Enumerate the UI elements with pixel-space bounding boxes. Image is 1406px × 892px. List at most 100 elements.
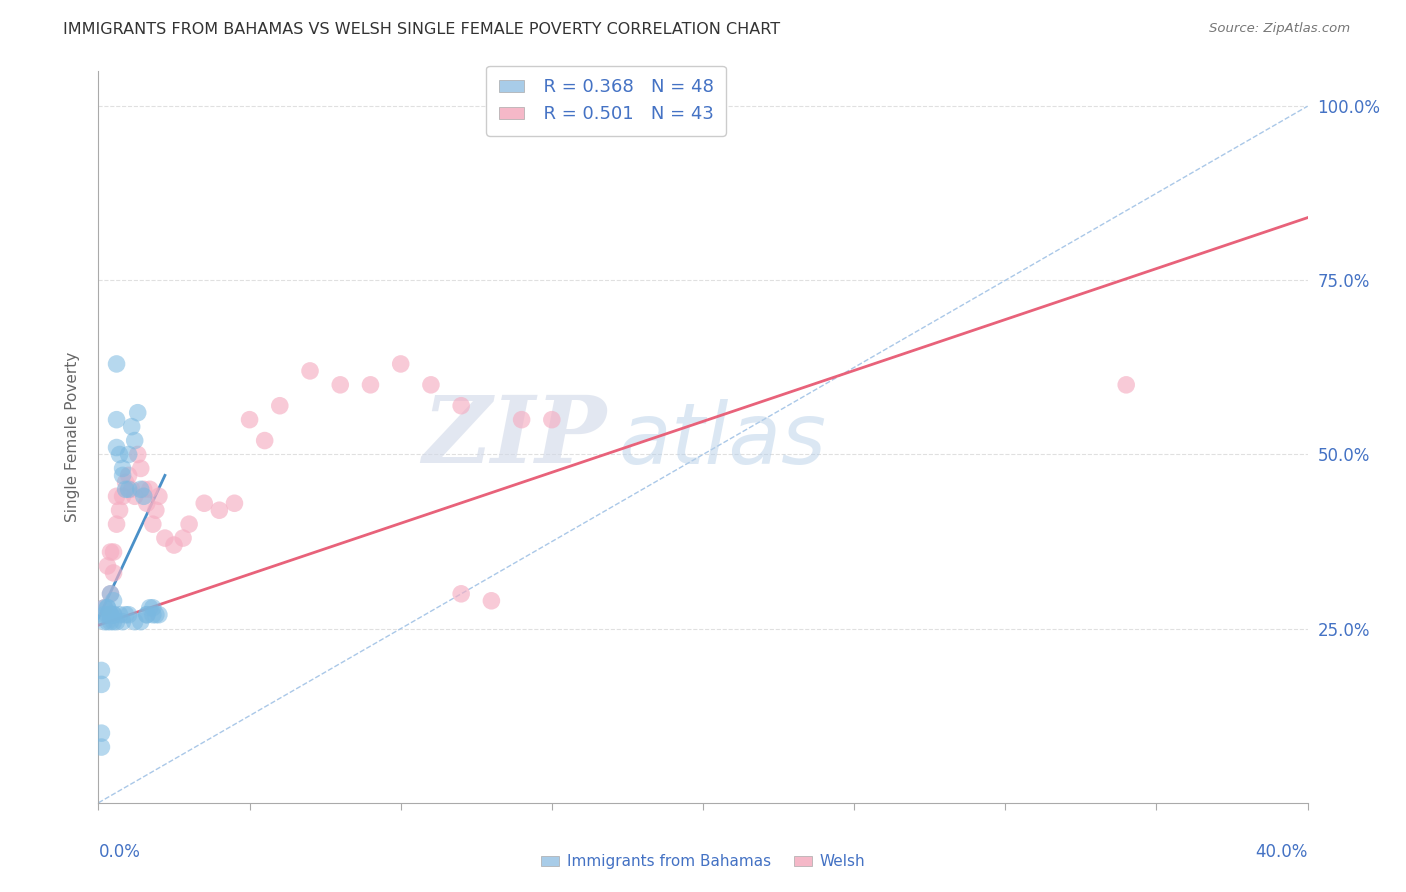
Text: atlas: atlas: [619, 400, 827, 483]
Point: [142, 600, 165, 615]
Point: [100, 587, 122, 601]
Text: 40.0%: 40.0%: [1256, 843, 1308, 861]
Point: [299, 364, 322, 378]
Point: [105, 489, 128, 503]
Point: [163, 538, 186, 552]
Point: [93, 600, 115, 615]
Point: [208, 503, 231, 517]
Point: [105, 357, 128, 371]
Point: [111, 615, 134, 629]
Point: [142, 517, 165, 532]
Point: [111, 489, 134, 503]
Point: [145, 503, 167, 517]
Point: [103, 615, 125, 629]
Point: [135, 607, 157, 622]
Point: [105, 412, 128, 426]
Point: [96, 607, 118, 622]
Point: [96, 558, 118, 573]
Point: [105, 441, 128, 455]
Point: [103, 607, 125, 622]
Point: [193, 496, 215, 510]
Point: [172, 531, 194, 545]
Point: [148, 489, 170, 503]
Point: [111, 468, 134, 483]
Point: [129, 461, 152, 475]
Point: [129, 483, 152, 497]
Point: [103, 566, 125, 580]
Point: [127, 406, 149, 420]
Point: [118, 607, 141, 622]
Point: [90, 726, 112, 740]
Point: [103, 545, 125, 559]
Point: [105, 517, 128, 532]
Point: [100, 607, 122, 622]
Point: [108, 607, 131, 622]
Point: [153, 531, 176, 545]
Point: [96, 615, 118, 629]
Point: [96, 600, 118, 615]
Y-axis label: Single Female Poverty: Single Female Poverty: [65, 352, 80, 522]
Point: [111, 461, 134, 475]
Point: [124, 615, 146, 629]
Point: [142, 607, 165, 622]
Text: 0.0%: 0.0%: [98, 843, 141, 861]
Point: [135, 496, 157, 510]
Point: [90, 740, 112, 755]
Point: [100, 607, 122, 622]
Legend:   R = 0.368   N = 48,   R = 0.501   N = 43: R = 0.368 N = 48, R = 0.501 N = 43: [486, 66, 725, 136]
Point: [135, 607, 157, 622]
Point: [481, 594, 503, 608]
Point: [93, 600, 115, 615]
Text: ZIP: ZIP: [422, 392, 606, 482]
Point: [148, 607, 170, 622]
Point: [121, 419, 143, 434]
Point: [118, 468, 141, 483]
Point: [360, 377, 382, 392]
Point: [124, 489, 146, 503]
Point: [103, 594, 125, 608]
Point: [100, 545, 122, 559]
Point: [124, 434, 146, 448]
Point: [253, 434, 276, 448]
Point: [90, 677, 112, 691]
Point: [132, 489, 155, 503]
Point: [108, 448, 131, 462]
Point: [540, 412, 562, 426]
Point: [420, 377, 443, 392]
Point: [239, 412, 262, 426]
Point: [127, 448, 149, 462]
Point: [114, 607, 136, 622]
Text: Source: ZipAtlas.com: Source: ZipAtlas.com: [1209, 22, 1350, 36]
Text: IMMIGRANTS FROM BAHAMAS VS WELSH SINGLE FEMALE POVERTY CORRELATION CHART: IMMIGRANTS FROM BAHAMAS VS WELSH SINGLE …: [63, 22, 780, 37]
Point: [510, 412, 533, 426]
Point: [179, 517, 201, 532]
Point: [118, 448, 141, 462]
Point: [450, 399, 472, 413]
Point: [100, 607, 122, 622]
Point: [121, 483, 143, 497]
Point: [114, 475, 136, 490]
Point: [329, 377, 352, 392]
Point: [105, 615, 128, 629]
Point: [132, 483, 155, 497]
Point: [108, 503, 131, 517]
Point: [118, 483, 141, 497]
Point: [1115, 377, 1137, 392]
Point: [103, 607, 125, 622]
Point: [100, 587, 122, 601]
Point: [114, 483, 136, 497]
Point: [90, 664, 112, 678]
Point: [100, 615, 122, 629]
Point: [269, 399, 291, 413]
Point: [389, 357, 412, 371]
Point: [96, 600, 118, 615]
Legend: Immigrants from Bahamas, Welsh: Immigrants from Bahamas, Welsh: [534, 848, 872, 875]
Point: [139, 483, 162, 497]
Point: [450, 587, 472, 601]
Point: [93, 615, 115, 629]
Point: [93, 607, 115, 622]
Point: [129, 615, 152, 629]
Point: [224, 496, 246, 510]
Point: [145, 607, 167, 622]
Point: [139, 600, 162, 615]
